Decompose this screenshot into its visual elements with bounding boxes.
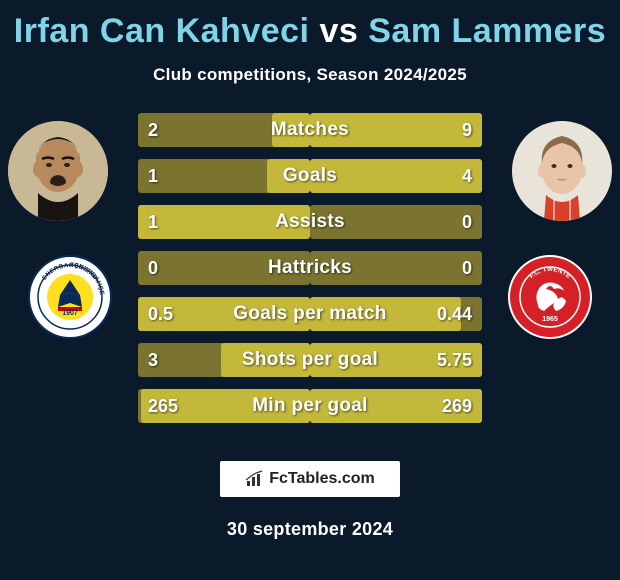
site-logo: FcTables.com [220,461,400,497]
stat-value-left: 1 [148,159,158,193]
player1-name: Irfan Can Kahveci [14,12,310,50]
stat-label: Hattricks [138,251,482,285]
stat-value-left: 265 [148,389,178,423]
svg-text:1907: 1907 [62,310,78,317]
stat-value-right: 0 [462,251,472,285]
stat-label: Matches [138,113,482,147]
stat-row: Goals per match0.5 0.44 [138,297,482,331]
stat-row: Hattricks0 0 [138,251,482,285]
stat-value-left: 3 [148,343,158,377]
stat-label: Min per goal [138,389,482,423]
stat-value-right: 269 [442,389,472,423]
player1-club-badge: 1907 FENERBAHÇE SPOR ENERBAHÇE SPO [28,255,112,339]
stat-label: Goals per match [138,297,482,331]
comparison-title: Irfan Can Kahveci vs Sam Lammers [0,0,620,51]
stat-value-left: 0 [148,251,158,285]
comparison-content: 1907 FENERBAHÇE SPOR ENERBAHÇE SPO 1965 … [0,113,620,443]
player2-name: Sam Lammers [368,12,606,50]
stat-row: Matches2 9 [138,113,482,147]
stat-value-right: 4 [462,159,472,193]
stat-label: Assists [138,205,482,239]
stat-row: Assists1 0 [138,205,482,239]
stat-row: Min per goal265 269 [138,389,482,423]
stat-value-right: 5.75 [437,343,472,377]
stat-value-right: 0 [462,205,472,239]
chart-icon [245,470,265,488]
player2-club-badge: 1965 F.C. TWENTE [508,255,592,339]
stat-label: Shots per goal [138,343,482,377]
stat-value-left: 0.5 [148,297,173,331]
footer-date: 30 september 2024 [0,519,620,540]
stat-bars-container: Matches29Goals14Assists10Hattricks00Goal… [138,113,482,435]
title-vs: vs [319,12,358,50]
svg-text:1965: 1965 [542,316,558,323]
stat-value-right: 9 [462,113,472,147]
stat-value-right: 0.44 [437,297,472,331]
site-name: FcTables.com [269,470,375,488]
stat-label: Goals [138,159,482,193]
stat-row: Shots per goal3 5.75 [138,343,482,377]
stat-value-left: 2 [148,113,158,147]
player1-avatar [8,121,108,221]
subtitle: Club competitions, Season 2024/2025 [0,65,620,85]
player2-avatar [512,121,612,221]
stat-value-left: 1 [148,205,158,239]
stat-row: Goals1 4 [138,159,482,193]
